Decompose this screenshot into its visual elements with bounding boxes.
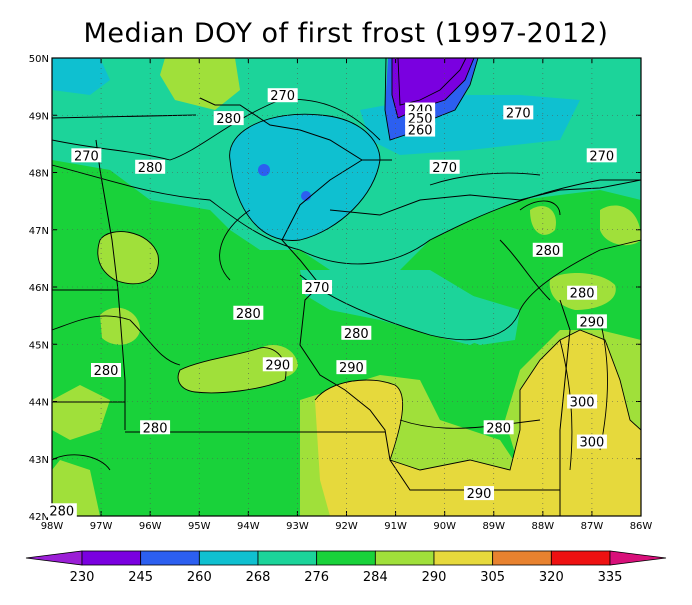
contour-label: 300: [580, 436, 605, 451]
contour-label: 290: [339, 361, 364, 376]
lon-tick-label: 94W: [237, 521, 260, 532]
colorbar-segment: [550, 550, 611, 566]
colorbar-label: 290: [422, 570, 447, 585]
contour-label-box: [586, 148, 617, 163]
contour-label-box: [405, 111, 436, 126]
contour-label-box: [405, 122, 436, 137]
lat-tick-label: 42N: [29, 512, 49, 523]
map-title: Median DOY of first frost (1997-2012): [83, 18, 609, 49]
lat-tick-label: 49N: [29, 111, 49, 122]
lon-tick-label: 93W: [286, 521, 309, 532]
contour-label-box: [213, 111, 244, 126]
contour-label: 280: [94, 364, 119, 379]
lat-tick-label: 45N: [29, 340, 49, 351]
contour-label-box: [267, 88, 298, 103]
lat-tick-label: 44N: [29, 398, 49, 409]
contour-label-box: [46, 503, 77, 518]
lon-tick-label: 88W: [532, 521, 555, 532]
colorbar-segment: [492, 550, 552, 566]
lat-tick-label: 48N: [29, 169, 49, 180]
colorbar-label: 284: [363, 570, 388, 585]
colorbar: 230 245 260 268 276 284 290 305 320 335: [25, 550, 667, 585]
colorbar-label: 268: [246, 570, 271, 585]
lon-tick-label: 87W: [581, 521, 604, 532]
contour-label: 270: [74, 149, 99, 164]
contour-label-box: [135, 159, 166, 174]
contour-label: 280: [570, 287, 595, 302]
lat-tick-label: 47N: [29, 226, 49, 237]
colorbar-segment: [257, 550, 318, 566]
contour-label: 290: [580, 315, 605, 330]
colorbar-segment: [374, 550, 435, 566]
contour-label-box: [302, 280, 333, 294]
contour-label: 300: [570, 396, 595, 411]
lon-tick-label: 90W: [433, 521, 456, 532]
contour-label: 270: [270, 89, 295, 104]
axis-ticks: 98W 97W 96W 95W 94W 93W 92W 91W 90W 89W 88W 87W 86W 4…: [29, 54, 653, 532]
contour-label: 280: [143, 421, 168, 436]
colorbar-label: 335: [598, 570, 623, 585]
contour-label-box: [576, 314, 607, 329]
lon-tick-label: 97W: [90, 521, 113, 532]
contour-label-box: [90, 363, 121, 378]
colorbar-segment: [316, 550, 376, 566]
lon-tick-label: 89W: [482, 521, 505, 532]
contour-label-box: [341, 325, 372, 340]
contour-label: 280: [535, 244, 560, 259]
contour-label-box: [336, 360, 367, 375]
colorbar-low-arrow: [25, 550, 83, 566]
lon-tick-label: 98W: [41, 521, 64, 532]
contour-label: 270: [305, 281, 330, 296]
contour-label-box: [71, 148, 102, 163]
contour-label: 280: [236, 307, 261, 322]
contour-label-box: [503, 105, 534, 120]
colorbar-segment: [81, 550, 142, 566]
contour-label-box: [140, 420, 171, 435]
contour-label: 270: [432, 161, 457, 176]
contour-label: 280: [486, 421, 511, 436]
lon-tick-label: 91W: [384, 521, 407, 532]
lat-tick-label: 43N: [29, 455, 49, 466]
colorbar-segment: [198, 550, 259, 566]
contour-label-box: [483, 420, 514, 435]
contour-label-box: [464, 486, 495, 501]
contour-label-box: [567, 285, 598, 300]
colorbar-label: 245: [128, 570, 153, 585]
contour-label-box: [567, 394, 598, 409]
lon-tick-label: 95W: [188, 521, 211, 532]
colorbar-label: 260: [187, 570, 212, 585]
contour-label: 280: [344, 327, 369, 342]
contour-label-box: [576, 434, 607, 449]
colorbar-label: 305: [480, 570, 505, 585]
contour-label: 290: [265, 358, 290, 373]
contour-label: 270: [589, 149, 614, 164]
lon-tick-label: 86W: [630, 521, 653, 532]
colorbar-label: 320: [539, 570, 564, 585]
contour-label-box: [532, 242, 563, 257]
contour-label-box: [262, 357, 293, 372]
state-borders: [52, 97, 641, 516]
lat-tick-label: 50N: [29, 54, 49, 65]
contour-label: 270: [506, 106, 531, 121]
contour-label-box: [233, 305, 264, 320]
contour-label-box: [429, 159, 460, 174]
contour-label: 280: [216, 112, 241, 127]
lon-tick-label: 92W: [335, 521, 358, 532]
lat-tick-label: 46N: [29, 283, 49, 294]
contour-label: 280: [49, 504, 74, 519]
contour-label: 290: [467, 487, 492, 502]
lon-tick-label: 96W: [139, 521, 162, 532]
contour-label: 280: [138, 161, 163, 176]
colorbar-label: 276: [304, 570, 329, 585]
colorbar-segment: [140, 550, 200, 566]
colorbar-segment: [433, 550, 494, 566]
contour-lines: [52, 58, 641, 471]
colorbar-high-arrow: [609, 550, 667, 566]
colorbar-label: 230: [70, 570, 95, 585]
contour-label: 260: [408, 124, 433, 139]
